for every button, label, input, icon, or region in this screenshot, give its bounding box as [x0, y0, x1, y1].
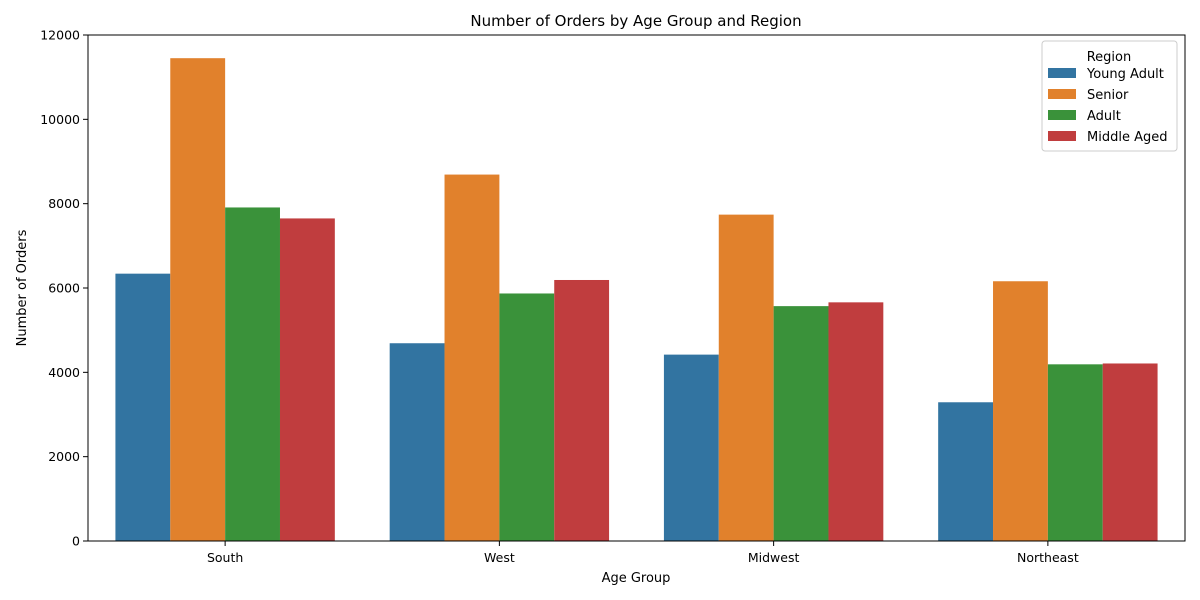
bar-south-young-adult	[115, 273, 171, 541]
bars-group	[115, 58, 1158, 541]
x-tick-label: Northeast	[1017, 550, 1079, 565]
y-tick-label: 12000	[40, 28, 80, 43]
bar-west-middle-aged	[554, 279, 610, 541]
x-tick-label: Midwest	[748, 550, 800, 565]
bar-northeast-young-adult	[938, 402, 994, 541]
bar-west-adult	[499, 293, 555, 541]
bar-midwest-adult	[773, 306, 829, 541]
bar-midwest-senior	[718, 214, 774, 541]
legend-swatch	[1048, 89, 1076, 99]
legend-label: Adult	[1087, 109, 1121, 124]
bar-south-adult	[225, 207, 280, 541]
legend: Region Young Adult Senior Adult Middle Aged	[1041, 40, 1178, 152]
x-axis-label: Age Group	[602, 571, 671, 586]
legend-label: Middle Aged	[1087, 130, 1167, 145]
bar-south-senior	[170, 58, 226, 541]
legend-label: Young Adult	[1086, 67, 1164, 82]
x-tick-label: South	[207, 550, 243, 565]
legend-swatch	[1048, 68, 1076, 78]
plot-frame	[87, 34, 1186, 542]
legend-items: Young Adult Senior Adult Middle Aged	[1048, 67, 1167, 145]
x-tick-label: West	[484, 550, 515, 565]
legend-swatch	[1048, 110, 1076, 120]
legend-title: Region	[1087, 50, 1132, 65]
y-tick-label: 2000	[48, 449, 80, 464]
legend-label: Senior	[1087, 88, 1129, 103]
y-axis: 0 2000 4000 6000 8000 10000 12000	[40, 28, 88, 549]
y-tick-label: 6000	[48, 281, 80, 296]
bar-northeast-senior	[993, 281, 1048, 541]
y-tick-label: 8000	[48, 196, 80, 211]
x-axis: South West Midwest Northeast	[207, 541, 1079, 565]
chart-title: Number of Orders by Age Group and Region	[470, 12, 801, 30]
bar-west-young-adult	[389, 343, 445, 541]
bar-midwest-middle-aged	[828, 302, 884, 541]
y-tick-label: 0	[72, 534, 80, 549]
bar-midwest-young-adult	[663, 354, 719, 541]
bar-northeast-middle-aged	[1102, 363, 1158, 541]
y-tick-label: 4000	[48, 365, 80, 380]
bar-northeast-adult	[1047, 364, 1103, 541]
y-axis-label: Number of Orders	[15, 229, 30, 346]
bar-west-senior	[444, 174, 500, 541]
bar-south-middle-aged	[279, 218, 335, 541]
legend-swatch	[1048, 131, 1076, 141]
y-tick-label: 10000	[40, 112, 80, 127]
